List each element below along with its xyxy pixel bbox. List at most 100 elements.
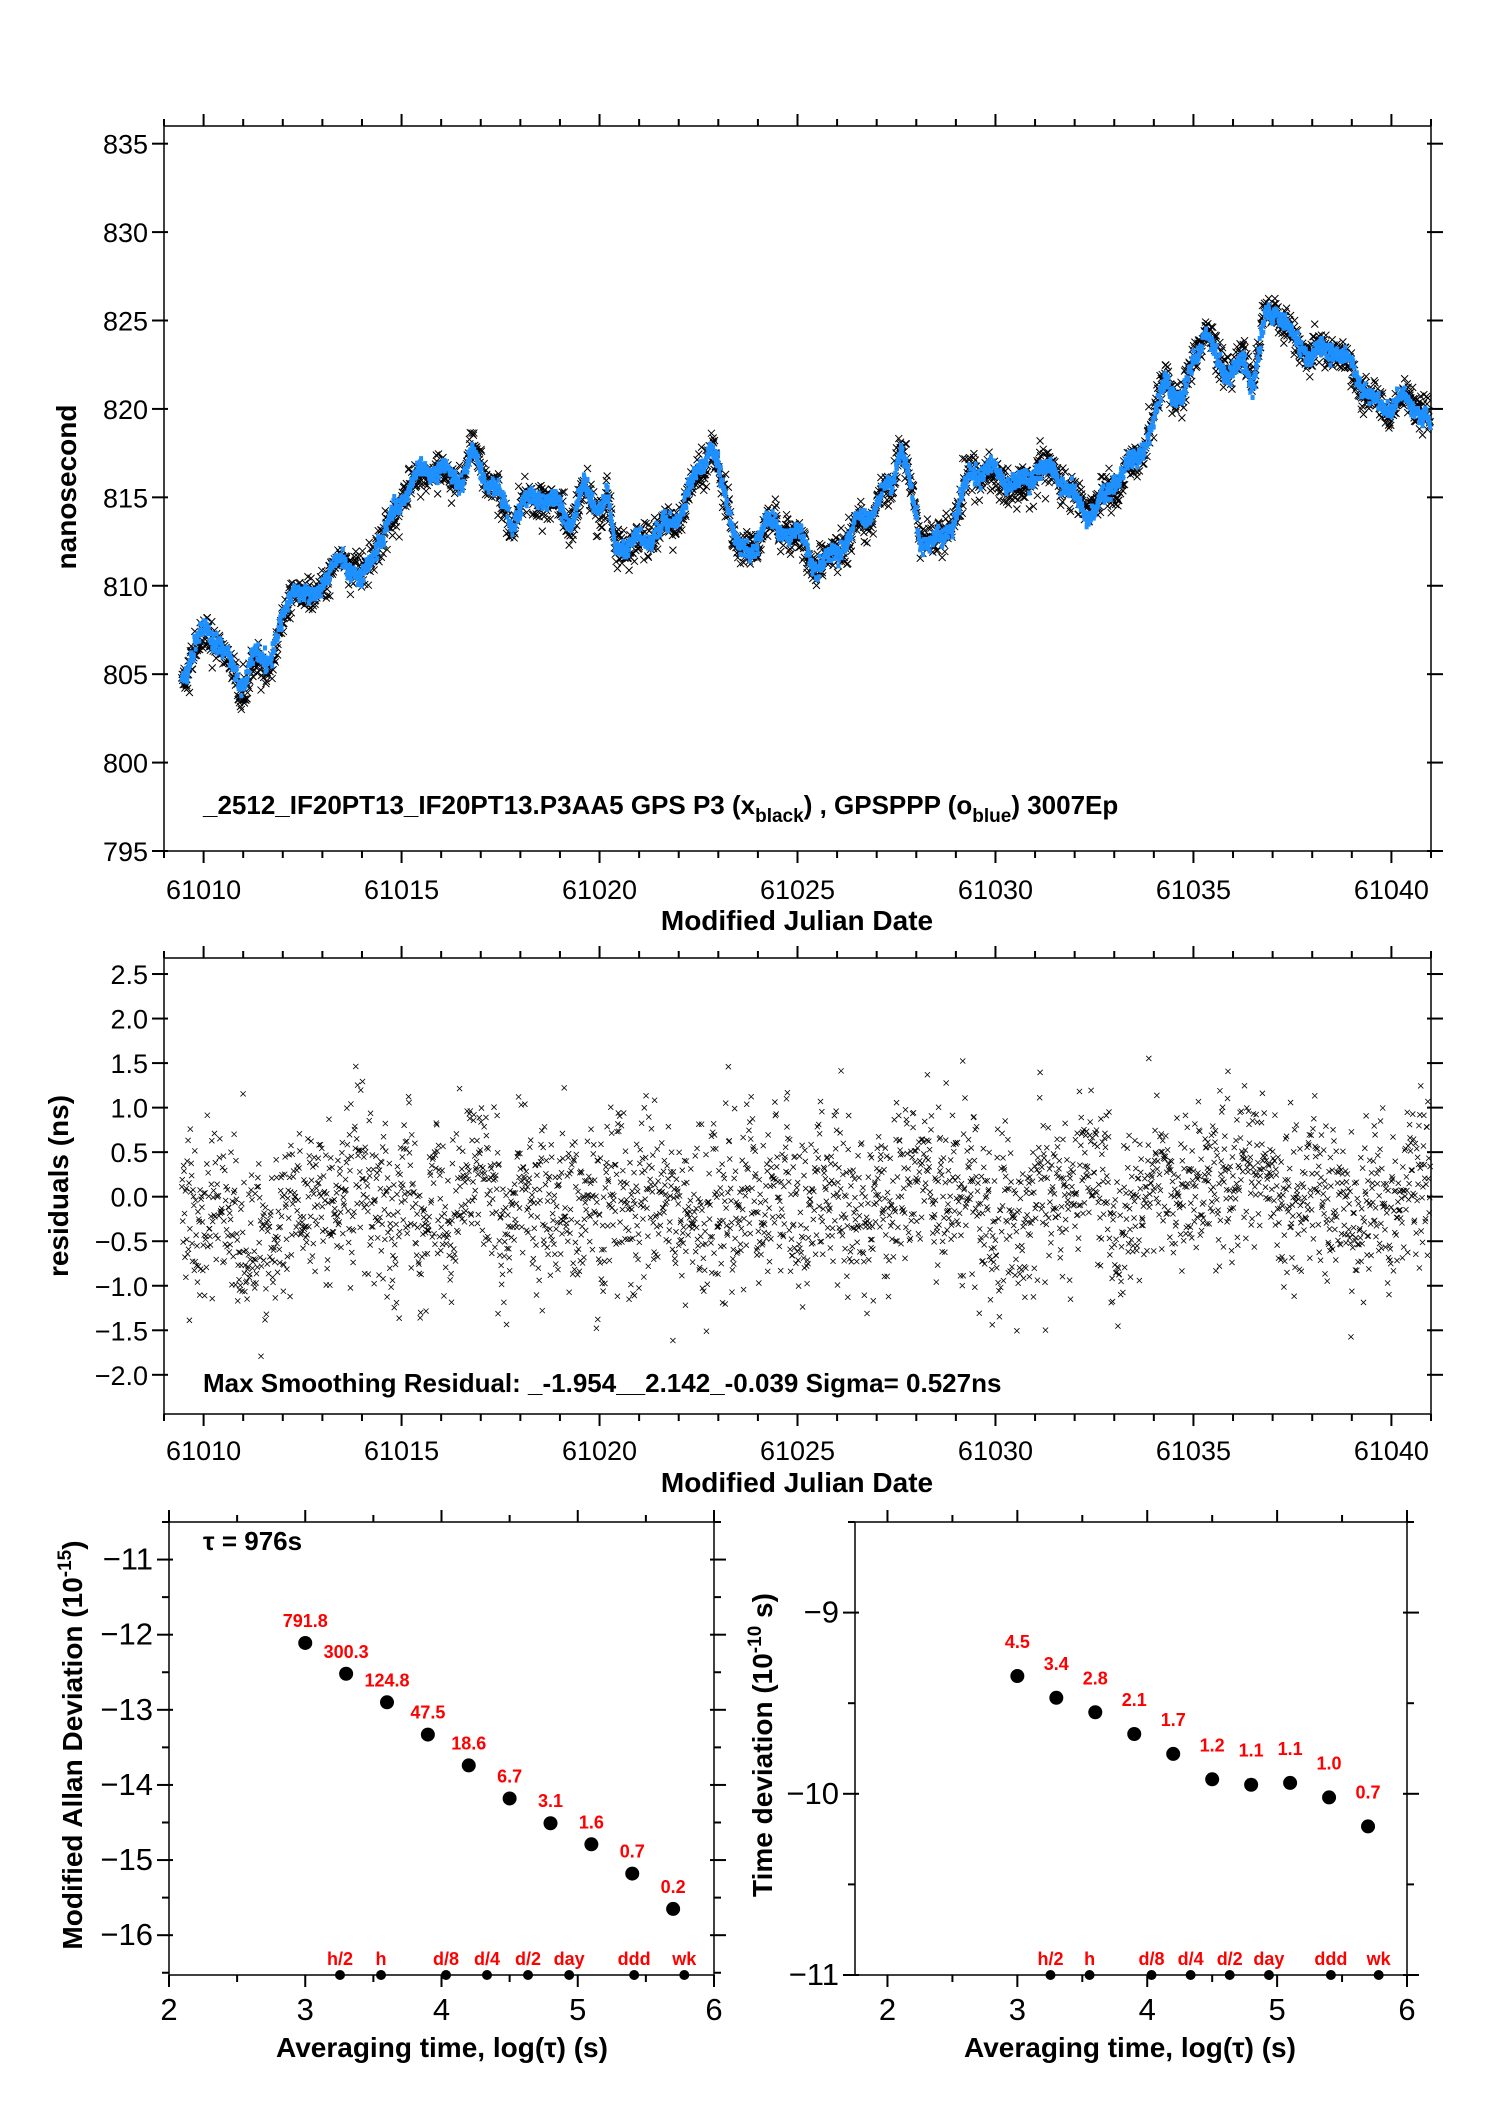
gpsppp-point xyxy=(560,506,565,512)
y-tick-label: 810 xyxy=(103,572,148,602)
gps-p3-point xyxy=(856,497,865,506)
gpsppp-point xyxy=(1025,471,1030,477)
gpsppp-point xyxy=(849,535,854,541)
y-tick-label: 815 xyxy=(103,483,148,513)
x-tick-label: 61010 xyxy=(166,875,241,905)
gps-p3-point xyxy=(538,527,547,536)
gps-p3-point xyxy=(1305,372,1314,381)
gpsppp-point xyxy=(264,667,269,673)
gpsppp-point xyxy=(915,516,920,522)
gps-p3-point xyxy=(1133,472,1142,481)
gpsppp-point xyxy=(716,450,721,456)
gpsppp-point xyxy=(206,624,211,630)
gpsppp-point xyxy=(375,549,380,555)
gpsppp-point xyxy=(1039,475,1044,481)
gpsppp-point xyxy=(239,693,244,699)
gps-p3-point xyxy=(938,553,947,562)
gpsppp-point xyxy=(519,511,524,517)
gpsppp-point xyxy=(381,542,386,548)
gpsppp-point xyxy=(234,666,239,672)
timeseries-plot: 61010 61015 61020 61025 61030 61035 6104079580… xyxy=(103,114,1443,905)
gps-p3-point xyxy=(707,429,716,438)
gpsppp-point xyxy=(191,653,196,659)
gpsppp-point xyxy=(953,519,958,525)
gpsppp-point xyxy=(904,456,909,462)
x-tick-label: 61020 xyxy=(562,875,637,905)
gps-p3-point xyxy=(618,559,626,568)
gps-p3-point xyxy=(1178,414,1186,422)
gps-p3-point xyxy=(546,515,555,523)
gps-p3-point xyxy=(532,512,541,520)
gpsppp-point xyxy=(289,598,294,604)
gpsppp-point xyxy=(385,527,390,533)
gpsppp-point xyxy=(807,551,812,557)
gps-p3-point xyxy=(619,526,628,535)
gps-p3-point xyxy=(985,448,993,456)
gpsppp-point xyxy=(627,547,632,553)
gpsppp-point xyxy=(976,481,981,487)
gps-p3-point xyxy=(307,574,315,583)
gpsppp-point xyxy=(973,461,978,467)
gpsppp-point xyxy=(226,645,231,651)
gpsppp-point xyxy=(651,539,656,545)
gps-p3-point xyxy=(1041,494,1050,503)
gpsppp-point xyxy=(612,536,617,542)
gpsppp-point xyxy=(836,563,841,569)
gpsppp-point xyxy=(1078,495,1083,501)
gps-p3-point xyxy=(678,526,686,534)
gpsppp-point xyxy=(532,489,537,495)
gps-p3-point xyxy=(208,663,217,672)
gps-p3-point xyxy=(642,519,650,528)
gpsppp-point xyxy=(869,517,874,523)
gps-p3-point xyxy=(843,559,852,568)
gpsppp-point xyxy=(851,525,856,531)
gpsppp-point xyxy=(375,556,380,562)
gpsppp-point xyxy=(950,534,955,540)
gps-p3-point xyxy=(477,445,485,454)
gps-p3-point xyxy=(537,481,545,490)
gps-p3-point xyxy=(844,513,853,522)
gpsppp-point xyxy=(457,490,462,496)
gpsppp-point xyxy=(681,511,686,517)
gps-p3-point xyxy=(786,550,795,559)
gpsppp-point xyxy=(576,502,581,508)
gps-p3-point xyxy=(497,515,506,524)
gps-p3-point xyxy=(644,553,653,562)
gps-p3-point xyxy=(268,674,277,683)
gpsppp-point xyxy=(907,475,912,481)
gpsppp-point xyxy=(894,465,899,471)
gps-p3-point xyxy=(697,443,706,452)
x-tick-label: 61025 xyxy=(760,875,835,905)
gpsppp-point xyxy=(621,538,626,544)
gpsppp-point xyxy=(219,639,224,645)
gpsppp-point xyxy=(496,477,501,483)
gps-p3-point xyxy=(455,461,464,470)
gpsppp-point xyxy=(505,514,510,520)
gps-p3-point xyxy=(434,450,443,458)
gpsppp-point xyxy=(968,466,973,472)
gpsppp-point xyxy=(936,523,941,529)
gpsppp-point xyxy=(479,461,484,467)
gpsppp-point xyxy=(285,607,290,613)
gps-p3-point xyxy=(794,543,803,552)
gpsppp-point xyxy=(389,504,394,510)
gpsppp-point xyxy=(964,484,969,490)
gpsppp-point xyxy=(435,480,440,486)
gpsppp-point xyxy=(893,471,898,477)
gpsppp-point xyxy=(799,527,804,533)
gpsppp-point xyxy=(704,461,709,467)
gps-p3-point xyxy=(565,541,574,549)
gpsppp-point xyxy=(1073,483,1078,489)
gps-p3-point xyxy=(1271,294,1279,303)
gps-p3-point xyxy=(1102,472,1111,481)
gpsppp-point xyxy=(513,523,518,529)
gpsppp-point xyxy=(687,491,692,497)
gpsppp-point xyxy=(690,483,695,489)
gpsppp-point xyxy=(822,561,827,567)
gpsppp-point xyxy=(235,672,240,678)
gpsppp-point xyxy=(381,536,386,542)
gps-p3-point xyxy=(970,449,978,458)
gps-p3-point xyxy=(815,539,824,548)
y-tick-label: 820 xyxy=(103,395,148,425)
gpsppp-point xyxy=(916,529,921,535)
